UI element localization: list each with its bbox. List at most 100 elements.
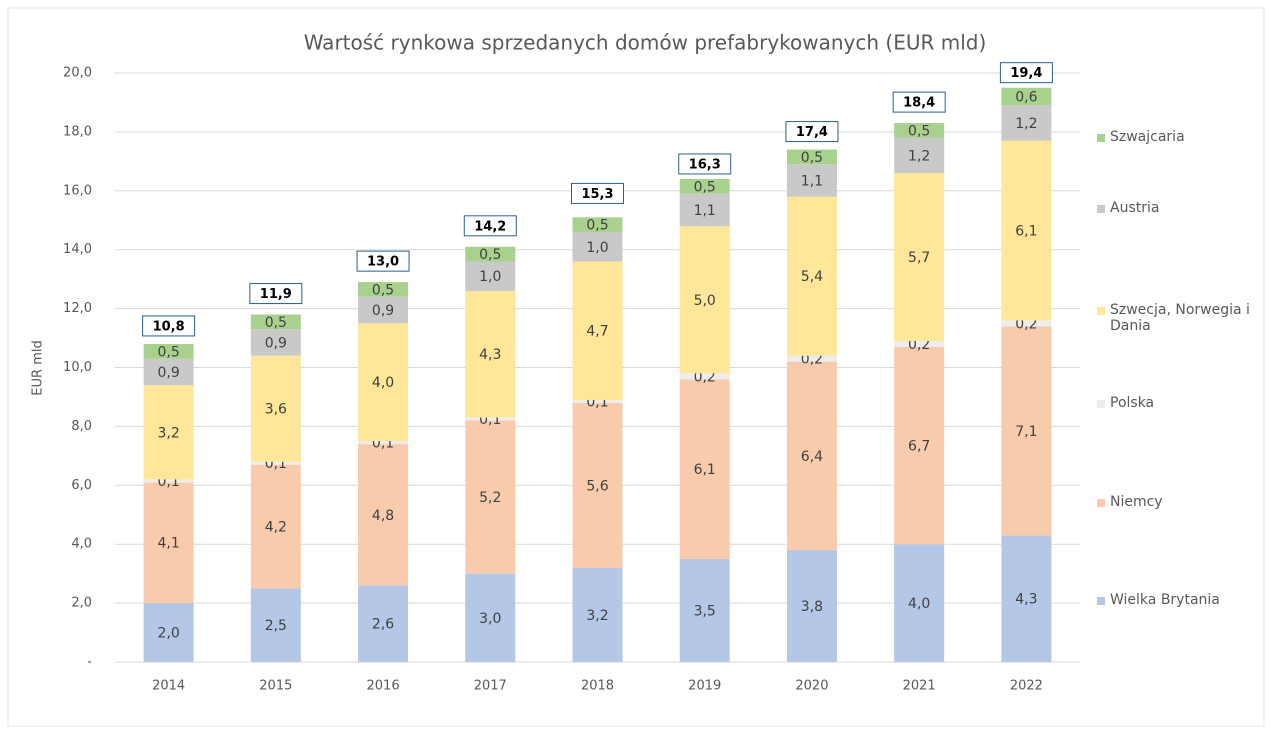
legend-label: Szwajcaria — [1110, 129, 1185, 145]
bar-segment — [572, 567, 623, 662]
data-label: 6,4 — [801, 449, 823, 465]
legend-label: Niemcy — [1110, 494, 1163, 510]
legend-label: Austria — [1110, 200, 1160, 216]
data-label: 4,8 — [372, 508, 394, 524]
total-box — [785, 121, 839, 143]
x-tick-label: 2021 — [903, 679, 936, 694]
y-tick-label: - — [87, 655, 92, 670]
legend-item: Szwecja, Norwegia i Dania — [1097, 302, 1262, 334]
bar-segment — [250, 588, 301, 662]
bar-segment — [786, 355, 837, 362]
y-tick-label: 4,0 — [71, 537, 92, 552]
bar-segment — [143, 343, 194, 359]
x-tick-label: 2014 — [152, 679, 185, 694]
data-label: 1,2 — [1015, 116, 1037, 132]
total-label: 18,4 — [903, 96, 935, 111]
total-box — [463, 215, 517, 237]
data-label: 0,9 — [372, 303, 394, 319]
data-label: 2,0 — [157, 626, 179, 642]
bar-segment — [143, 479, 194, 483]
data-label: 1,2 — [908, 148, 930, 164]
data-label: 0,5 — [801, 150, 823, 166]
data-label: 4,3 — [1015, 592, 1037, 608]
data-label: 2,6 — [372, 617, 394, 633]
bar-segment — [465, 417, 516, 421]
data-label: 3,5 — [694, 603, 716, 619]
bar-segment — [1001, 320, 1052, 327]
bar-segment — [358, 323, 409, 442]
bar-segment — [1001, 535, 1052, 662]
bar-segment — [894, 544, 945, 662]
data-label: 4,0 — [908, 596, 930, 612]
legend-swatch — [1097, 205, 1105, 213]
bar-segment — [894, 137, 945, 174]
bar-segment — [250, 461, 301, 465]
data-label: 3,2 — [157, 425, 179, 441]
data-label: 5,4 — [801, 269, 823, 285]
bar-segment — [143, 482, 194, 604]
total-label: 17,4 — [796, 125, 828, 140]
bar-segment — [786, 550, 837, 662]
total-label: 14,2 — [474, 219, 506, 234]
y-axis-label: EUR mld — [31, 340, 46, 395]
x-tick-label: 2016 — [367, 679, 400, 694]
x-tick-label: 2020 — [795, 679, 828, 694]
y-tick-label: 2,0 — [71, 596, 92, 611]
bar-segment — [465, 261, 516, 291]
data-label: 0,5 — [586, 218, 608, 234]
data-label: 3,6 — [265, 402, 287, 418]
y-tick-label: 14,0 — [63, 242, 92, 257]
data-label: 0,5 — [479, 247, 501, 263]
bar-segment — [786, 361, 837, 551]
bar-segment — [358, 585, 409, 662]
x-tick-label: 2018 — [581, 679, 614, 694]
bar-segment — [1001, 140, 1052, 321]
y-tick-label: 6,0 — [71, 478, 92, 493]
bar-segment — [572, 399, 623, 403]
x-tick-label: 2015 — [259, 679, 292, 694]
data-label: 1,1 — [694, 203, 716, 219]
legend-swatch — [1097, 597, 1105, 605]
bar-segment — [250, 355, 301, 462]
bar-segment — [250, 329, 301, 356]
bar-segment — [679, 179, 730, 194]
total-box — [571, 182, 624, 204]
y-tick-label: 16,0 — [63, 183, 92, 198]
legend-item: Polska — [1097, 395, 1262, 411]
bar-segment — [786, 164, 837, 197]
bar-segment — [465, 290, 516, 418]
total-box — [356, 250, 410, 272]
data-label: 3,8 — [801, 599, 823, 615]
data-label: 2,5 — [265, 618, 287, 634]
bar-segment — [786, 149, 837, 165]
bar-segment — [143, 358, 194, 386]
data-label: 6,7 — [908, 439, 930, 455]
bar-segment — [572, 217, 623, 233]
bar-segment — [679, 193, 730, 227]
bar-segment — [679, 373, 730, 380]
bar-segment — [894, 346, 945, 545]
legend-swatch — [1097, 307, 1105, 315]
legend-item: Wielka Brytania — [1097, 592, 1262, 608]
bar-segment — [679, 558, 730, 662]
legend-swatch — [1097, 134, 1105, 142]
total-box — [999, 62, 1053, 84]
total-label: 11,9 — [260, 287, 292, 302]
data-label: 3,2 — [586, 608, 608, 624]
x-tick-label: 2022 — [1010, 679, 1043, 694]
data-label: 6,1 — [1015, 224, 1037, 240]
bar-segment — [1001, 87, 1052, 106]
total-box — [142, 315, 196, 337]
data-label: 0,9 — [265, 335, 287, 351]
data-label: 6,1 — [694, 462, 716, 478]
bar-segment — [358, 296, 409, 324]
bar-segment — [465, 246, 516, 262]
bar-segment — [1001, 105, 1052, 141]
data-label: 0,6 — [1015, 90, 1037, 106]
data-label: 1,1 — [801, 173, 823, 189]
data-label: 5,7 — [908, 250, 930, 266]
total-label: 19,4 — [1010, 66, 1042, 81]
legend-swatch — [1097, 400, 1105, 408]
